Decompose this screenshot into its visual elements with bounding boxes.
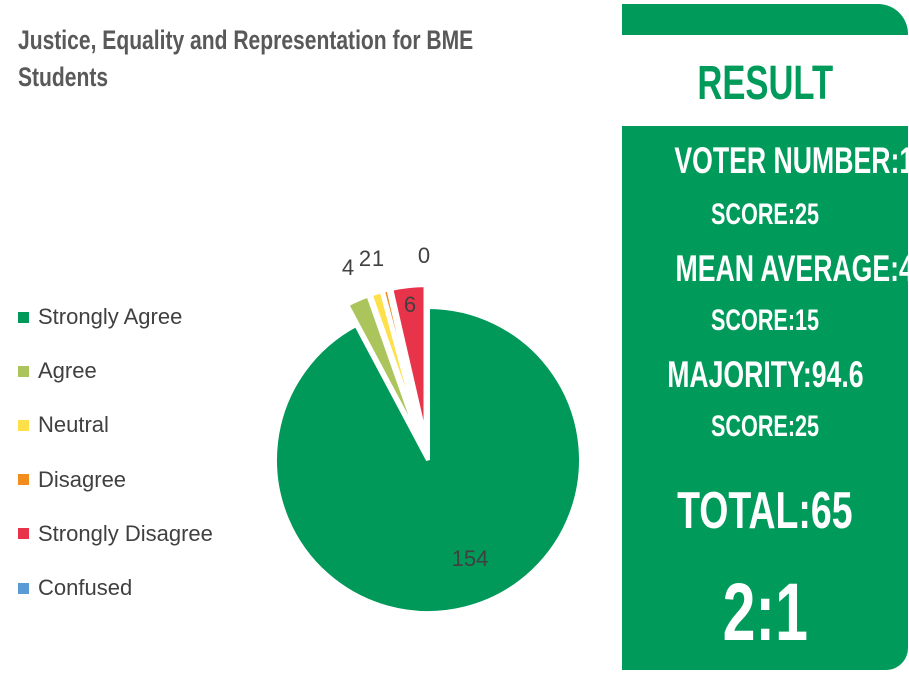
score-3-text: SCORE:25: [710, 410, 820, 443]
result-box: VOTER NUMBER:167 SCORE:25 MEAN AVERAGE:4…: [622, 126, 909, 670]
legend-label: Agree: [38, 358, 97, 384]
legend-label: Disagree: [38, 466, 127, 492]
top-bar: [622, 4, 908, 35]
legend-item: Confused: [18, 561, 213, 615]
total-text: TOTAL:65: [677, 482, 853, 540]
result-heading: RESULT: [622, 56, 908, 111]
data-label: 0: [418, 243, 430, 268]
legend-label: Neutral: [38, 412, 109, 438]
pie-slice-strongly-agree: [273, 304, 583, 615]
voter-number: VOTER NUMBER:167: [622, 140, 909, 182]
data-label: 154: [452, 546, 489, 571]
mean-average-text: MEAN AVERAGE:4.79: [675, 248, 909, 289]
legend-item: Strongly Disagree: [18, 507, 213, 561]
legend-swatch: [18, 582, 29, 594]
mean-average: MEAN AVERAGE:4.79: [622, 248, 909, 290]
score-1: SCORE:25: [622, 198, 908, 232]
chart-title: Justice, Equality and Representation for…: [18, 25, 474, 92]
data-label: 6: [404, 292, 416, 317]
score-3: SCORE:25: [622, 410, 908, 444]
legend-swatch: [18, 474, 29, 486]
data-label: 4: [342, 255, 354, 280]
legend-item: Agree: [18, 344, 213, 398]
legend-label: Strongly Disagree: [38, 520, 213, 546]
voter-number-text: VOTER NUMBER:167: [674, 140, 909, 181]
legend-swatch: [18, 419, 29, 431]
score-2-text: SCORE:15: [710, 304, 820, 337]
legend-item: Neutral: [18, 398, 213, 452]
majority-text: MAJORITY:94.6: [666, 354, 864, 395]
ratio-text: 2:1: [722, 567, 808, 658]
pie-chart: 154 4 2 160: [273, 243, 583, 615]
ratio: 2:1: [622, 566, 908, 660]
pie-slice-disagree: [380, 287, 425, 440]
legend-swatch: [18, 528, 29, 540]
legend-label: Confused: [38, 575, 133, 601]
legend: Strongly Agree Agree Neutral Disagree Strong…: [18, 290, 213, 615]
legend-swatch: [18, 311, 29, 323]
legend-swatch: [18, 365, 29, 377]
total: TOTAL:65: [622, 481, 908, 541]
legend-item: Disagree: [18, 453, 213, 507]
score-2: SCORE:15: [622, 304, 908, 338]
legend-label: Strongly Agree: [38, 304, 183, 330]
legend-item: Strongly Agree: [18, 290, 213, 344]
pie-slice-strongly-disagree: [388, 283, 428, 439]
data-label: 1: [372, 246, 384, 271]
result-heading-text: RESULT: [697, 57, 833, 110]
score-1-text: SCORE:25: [710, 198, 820, 231]
pie-slice-agree: [344, 292, 422, 441]
majority: MAJORITY:94.6: [622, 354, 908, 396]
data-label: 2: [359, 246, 371, 271]
